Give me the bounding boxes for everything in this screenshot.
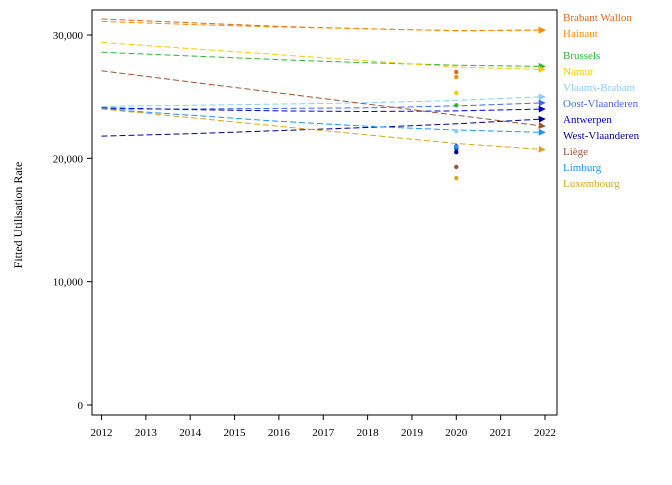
point-2020-li-ge	[454, 164, 459, 170]
point-2020-hainaut	[454, 74, 459, 80]
point-2020-brussels	[454, 103, 459, 108]
x-tick-label: 2015	[224, 427, 247, 439]
point-2020-namur	[454, 90, 459, 96]
point-2020-limburg	[454, 145, 459, 150]
y-tick-label: 30,000	[53, 30, 84, 42]
plot-area-frame	[91, 9, 558, 416]
legend-label: Namur	[563, 66, 594, 78]
series-line-antwerpen	[101, 105, 546, 113]
legend-label: West-Vlaanderen	[563, 130, 640, 142]
point-2020-vlaams-brabant	[454, 129, 459, 134]
y-tick-label: 10,000	[53, 277, 84, 289]
series-line-hainaut	[101, 20, 546, 34]
series-line-limburg	[101, 108, 546, 136]
y-axis-label: Fitted Utilisation Rate	[11, 162, 25, 269]
series-line-west-vlaanderen	[101, 115, 546, 137]
y-tick-label: 20,000	[53, 153, 84, 165]
point-2020-west-vlaanderen	[454, 149, 459, 155]
y-tick-label: 0	[78, 400, 84, 412]
points-2020	[454, 69, 459, 181]
series-line-brabant-wallon	[101, 18, 546, 34]
legend-label: Hainaut	[563, 28, 598, 40]
x-tick-label: 2021	[490, 427, 512, 439]
point-2020-luxembourg	[454, 175, 459, 181]
legend-label: Vlaams-Brabant	[563, 82, 635, 94]
series-line-brussels	[101, 51, 546, 70]
x-tick-label: 2012	[91, 427, 113, 439]
axes: 2012 2013 2014 2015 2016 2017 2018 2019 2020 2021…	[53, 30, 556, 439]
legend-label: Limburg	[563, 162, 602, 174]
legend: Brabant Wallon Hainaut Brussels Namur Vlaams…	[563, 12, 640, 190]
point-2020-brabant-wallon	[454, 69, 459, 75]
x-tick-label: 2020	[445, 427, 468, 439]
series-line-namur	[101, 41, 546, 73]
legend-label: Luxembourg	[563, 178, 620, 190]
series-line-vlaams-brabant	[101, 93, 546, 107]
x-tick-label: 2017	[312, 427, 335, 439]
legend-label: Brussels	[563, 50, 600, 62]
series-line-luxembourg	[101, 108, 546, 153]
x-tick-label: 2013	[135, 427, 158, 439]
x-tick-label: 2022	[534, 427, 556, 439]
legend-label: Liège	[563, 146, 588, 158]
x-tick-label: 2018	[357, 427, 380, 439]
x-tick-label: 2019	[401, 427, 424, 439]
x-tick-label: 2014	[179, 427, 202, 439]
series-line-li-ge	[101, 70, 546, 129]
series-lines	[101, 18, 546, 153]
legend-label: Antwerpen	[563, 114, 612, 126]
legend-label: Brabant Wallon	[563, 12, 632, 24]
legend-label: Oost-Vlaanderen	[563, 98, 639, 110]
x-tick-label: 2016	[268, 427, 291, 439]
